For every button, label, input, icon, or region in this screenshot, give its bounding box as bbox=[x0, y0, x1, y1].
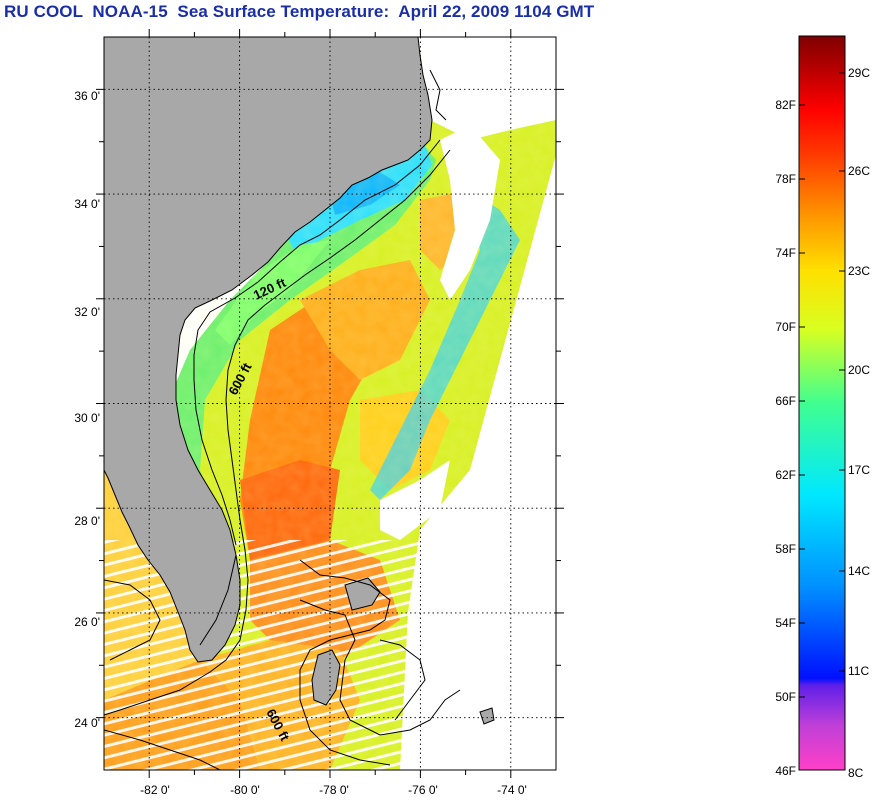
lat-label-32: 32 0' bbox=[74, 305, 100, 319]
lat-label-34: 34 0' bbox=[74, 197, 100, 211]
cb-f-70: 70F bbox=[775, 320, 796, 334]
cb-c-17: 17C bbox=[848, 463, 870, 477]
land-bahamas-andros bbox=[311, 649, 341, 706]
cb-f-58: 58F bbox=[775, 542, 796, 556]
map-title: RU COOL NOAA-15 Sea Surface Temperature:… bbox=[4, 2, 595, 21]
colorbar-ticks bbox=[799, 72, 845, 698]
lon-label-74: -74 0' bbox=[497, 783, 527, 797]
cb-c-26: 26C bbox=[848, 164, 870, 178]
colorbar-celsius-labels: 29C 26C 23C 20C 17C 14C 11C 8C bbox=[848, 66, 870, 780]
lat-label-36: 36 0' bbox=[74, 89, 100, 103]
cb-c-20: 20C bbox=[848, 363, 870, 377]
swath-gaps bbox=[104, 540, 424, 770]
lat-label-24: 24 0' bbox=[74, 716, 100, 730]
cb-f-46: 46F bbox=[775, 764, 796, 778]
cb-f-82: 82F bbox=[775, 98, 796, 112]
land-us bbox=[104, 37, 433, 663]
lon-label-78: -78 0' bbox=[319, 783, 349, 797]
cloud-mask bbox=[380, 37, 556, 770]
colorbar-scale bbox=[798, 35, 846, 771]
lat-axis-labels: 24 0' 26 0' 28 0' 30 0' 32 0' 34 0' 36 0… bbox=[74, 89, 100, 730]
lon-label-82: -82 0' bbox=[140, 783, 170, 797]
cb-f-74: 74F bbox=[775, 246, 796, 260]
cb-f-50: 50F bbox=[775, 690, 796, 704]
colorbar-fahrenheit-labels: 82F 78F 74F 70F 66F 62F 58F 54F 50F 46F bbox=[775, 98, 796, 778]
cb-f-54: 54F bbox=[775, 616, 796, 630]
lat-label-28: 28 0' bbox=[74, 514, 100, 528]
cb-c-29: 29C bbox=[848, 66, 870, 80]
lon-label-76: -76 0' bbox=[408, 783, 438, 797]
cb-c-8: 8C bbox=[848, 766, 864, 780]
lat-label-26: 26 0' bbox=[74, 615, 100, 629]
bathymetry-contours bbox=[104, 69, 461, 770]
cb-f-62: 62F bbox=[775, 468, 796, 482]
axis-ticks bbox=[96, 29, 564, 778]
cb-c-14: 14C bbox=[848, 564, 870, 578]
lat-label-30: 30 0' bbox=[74, 411, 100, 425]
lon-label-80: -80 0' bbox=[230, 783, 260, 797]
land-bahamas-small bbox=[479, 707, 495, 725]
lat-lon-grid bbox=[104, 37, 556, 770]
cb-c-11: 11C bbox=[848, 664, 869, 678]
lon-axis-labels: -82 0' -80 0' -78 0' -76 0' -74 0' bbox=[140, 783, 527, 797]
cb-f-66: 66F bbox=[775, 394, 796, 408]
cb-c-23: 23C bbox=[848, 264, 870, 278]
cb-f-78: 78F bbox=[775, 172, 796, 186]
